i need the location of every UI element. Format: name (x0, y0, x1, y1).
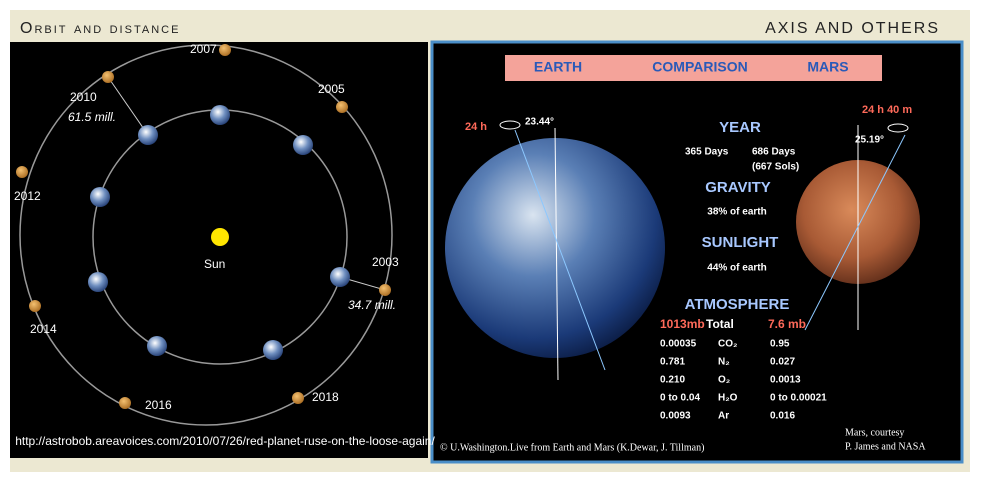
label: Sun (204, 257, 225, 271)
mars-position (379, 284, 391, 296)
label: 0.0093 (660, 411, 691, 422)
label: 0 to 0.00021 (770, 393, 827, 404)
label: GRAVITY (705, 179, 771, 196)
label: Orbit and distance (20, 20, 180, 37)
spin-arrow (887, 123, 909, 133)
label: Total (706, 317, 734, 331)
left-panel (10, 42, 428, 458)
label: 24 h (465, 121, 487, 133)
label: 2010 (70, 90, 97, 104)
mars-position (119, 397, 131, 409)
label: MARS (807, 59, 848, 75)
label: 7.6 mb (768, 317, 806, 331)
label: 0.781 (660, 357, 685, 368)
earth-position (147, 336, 167, 356)
label: 2007 (190, 42, 217, 56)
label: 1013mb (660, 317, 705, 331)
label: Mars, courtesy (845, 427, 904, 438)
earth-position (293, 135, 313, 155)
mars-orbit (19, 44, 393, 426)
label: 61.5 mill. (68, 110, 116, 124)
label: 686 Days (752, 147, 796, 158)
spin-arrow (499, 120, 521, 130)
mars-position (219, 44, 231, 56)
label: ATMOSPHERE (685, 296, 790, 313)
label: N₂ (718, 357, 730, 368)
label: http://astrobob.areavoices.com/2010/07/2… (15, 434, 435, 448)
label: COMPARISON (652, 59, 747, 75)
label: 0.027 (770, 357, 795, 368)
label: 44% of earth (707, 263, 766, 274)
earth-position (88, 272, 108, 292)
label: 2014 (30, 322, 57, 336)
mars-position (102, 71, 114, 83)
label: P. James and NASA (845, 441, 926, 452)
label: 0 to 0.04 (660, 393, 700, 404)
mars-position (16, 166, 28, 178)
mars-position (336, 101, 348, 113)
banner (505, 55, 882, 81)
label: AXIS AND OTHERS (765, 20, 940, 37)
earth-position (330, 267, 350, 287)
label: H₂O (718, 393, 738, 404)
label: © U.Washington.Live from Earth and Mars … (440, 442, 704, 453)
label: 2016 (145, 398, 172, 412)
label: 23.44° (525, 117, 554, 128)
earth-vertical (554, 127, 559, 381)
label: 0.00035 (660, 339, 697, 350)
label: 24 h 40 m (862, 104, 912, 116)
label: 2012 (14, 189, 41, 203)
label: 34.7 mill. (348, 298, 396, 312)
label: EARTH (534, 59, 582, 75)
label: Ar (718, 411, 729, 422)
label: 0.0013 (770, 375, 801, 386)
mars-position (292, 392, 304, 404)
earth-position (138, 125, 158, 145)
label: 2018 (312, 390, 339, 404)
earth-position (210, 105, 230, 125)
label: CO₂ (718, 339, 737, 350)
label: SUNLIGHT (702, 234, 779, 251)
mars-position (29, 300, 41, 312)
label: 0.016 (770, 411, 795, 422)
earth-position (90, 187, 110, 207)
label: 2003 (372, 255, 399, 269)
earth-axis (514, 129, 606, 371)
label: 2005 (318, 82, 345, 96)
label: 0.95 (770, 339, 790, 350)
distance-line (107, 76, 149, 136)
label: YEAR (719, 119, 761, 136)
label: 0.210 (660, 375, 685, 386)
label: O₂ (718, 375, 730, 386)
label: 38% of earth (707, 207, 766, 218)
earth-position (263, 340, 283, 360)
mars-axis (804, 134, 906, 331)
sun (211, 228, 229, 246)
label: (667 Sols) (752, 162, 799, 173)
label: 25.19° (855, 135, 884, 146)
label: 365 Days (685, 147, 729, 158)
earth (445, 138, 665, 358)
